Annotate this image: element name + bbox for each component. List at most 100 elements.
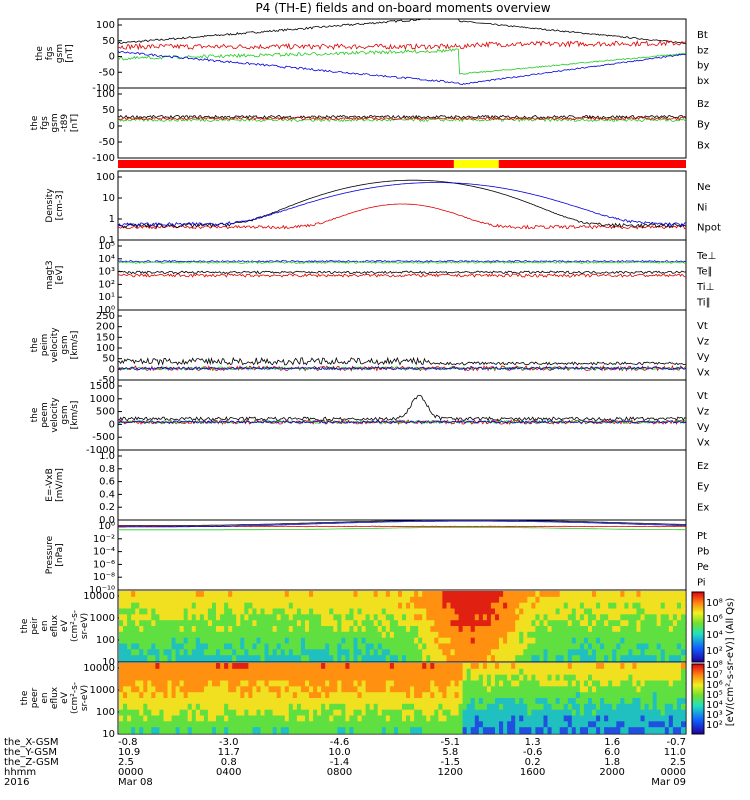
heatmap-cell [652,591,658,598]
heatmap-cell [175,602,181,610]
heatmap-cell [248,620,254,627]
heatmap-cell [531,596,537,604]
heatmap-cell [337,626,342,633]
heatmap-cell [624,643,630,651]
heatmap-cell [264,643,270,651]
heatmap-cell [349,591,355,598]
heatmap-cell [398,596,403,604]
heatmap-cell [313,727,318,734]
heatmap-cell [256,620,262,627]
panel-frame [117,519,687,591]
heatmap-cell [430,715,435,723]
heatmap-cell [592,715,597,723]
heatmap-cell [523,721,528,728]
heatmap-cell [450,602,456,610]
heatmap-cell [575,608,581,616]
heatmap-cell [604,637,609,645]
heatmap-cell [672,626,678,633]
heatmap-cell [393,663,399,670]
heatmap-cell [127,596,132,604]
heatmap-cell [345,602,351,610]
heatmap-cell [644,591,650,598]
heatmap-cell [191,602,197,610]
heatmap-cell [276,626,282,633]
heatmap-cell [248,596,254,604]
heatmap-cell [402,596,407,604]
heatmap-cell [349,715,355,723]
heatmap-cell [462,602,468,610]
heatmap-cell [381,703,387,711]
heatmap-cell [171,703,177,711]
heatmap-cell [681,655,686,662]
heatmap-cell [462,727,468,734]
heatmap-cell [175,727,181,734]
heatmap-cell [681,674,686,682]
heatmap-cell [309,608,314,616]
heatmap-cell [296,686,302,693]
heatmap-cell [365,655,371,662]
heatmap-cell [224,637,229,645]
heatmap-cell [588,614,593,621]
heatmap-cell [511,631,516,639]
heatmap-cell [660,686,666,693]
heatmap-cell [313,602,318,610]
heatmap-cell [179,591,185,598]
heatmap-cell [260,591,266,598]
heatmap-cell [119,674,124,682]
heatmap-cell [555,698,561,705]
heatmap-cell [478,591,484,598]
heatmap-cell [123,620,128,627]
heatmap-cell [446,727,452,734]
heatmap-cell [353,692,359,699]
heatmap-cell [284,649,290,656]
heatmap-cell [430,608,435,616]
heatmap-cell [321,686,326,693]
heatmap-cell [321,663,326,670]
heatmap-cell [163,715,169,723]
heatmap-cell [681,626,686,633]
heatmap-cell [393,703,399,711]
heatmap-cell [434,680,439,688]
heatmap-cell [567,596,573,604]
heatmap-cell [325,721,330,728]
heatmap-cell [600,602,605,610]
heatmap-cell [268,596,274,604]
heatmap-cell [143,626,148,633]
heatmap-cell [373,643,379,651]
heatmap-cell [236,668,241,676]
heatmap-cell [361,637,367,645]
heatmap-cell [466,674,472,682]
heatmap-cell [499,631,504,639]
heatmap-cell [486,620,492,627]
heatmap-cell [652,631,658,639]
heatmap-cell [656,643,662,651]
heatmap-cell [539,727,545,734]
heatmap-cell [325,698,330,705]
heatmap-cell [175,703,181,711]
heatmap-cell [656,709,662,717]
heatmap-cell [191,596,197,604]
heatmap-cell [636,602,642,610]
heatmap-cell [345,649,351,656]
heatmap-cell [260,643,266,651]
heatmap-cell [216,596,221,604]
heatmap-cell [640,721,646,728]
heatmap-cell [450,643,456,651]
heatmap-cell [292,727,298,734]
heatmap-cell [624,698,630,705]
heatmap-cell [256,637,262,645]
heatmap-cell [470,608,476,616]
heatmap-cell [292,686,298,693]
heatmap-cell [559,721,565,728]
heatmap-cell [503,663,508,670]
heatmap-cell [333,663,338,670]
heatmap-cell [195,602,201,610]
heatmap-cell [628,591,634,598]
y-axis-label-line: the [30,115,40,130]
heatmap-cell [244,649,249,656]
heatmap-cell [377,668,383,676]
heatmap-cell [292,626,298,633]
heatmap-cell [490,637,496,645]
y-tick-label: 250 [96,311,115,322]
heatmap-cell [240,608,245,616]
